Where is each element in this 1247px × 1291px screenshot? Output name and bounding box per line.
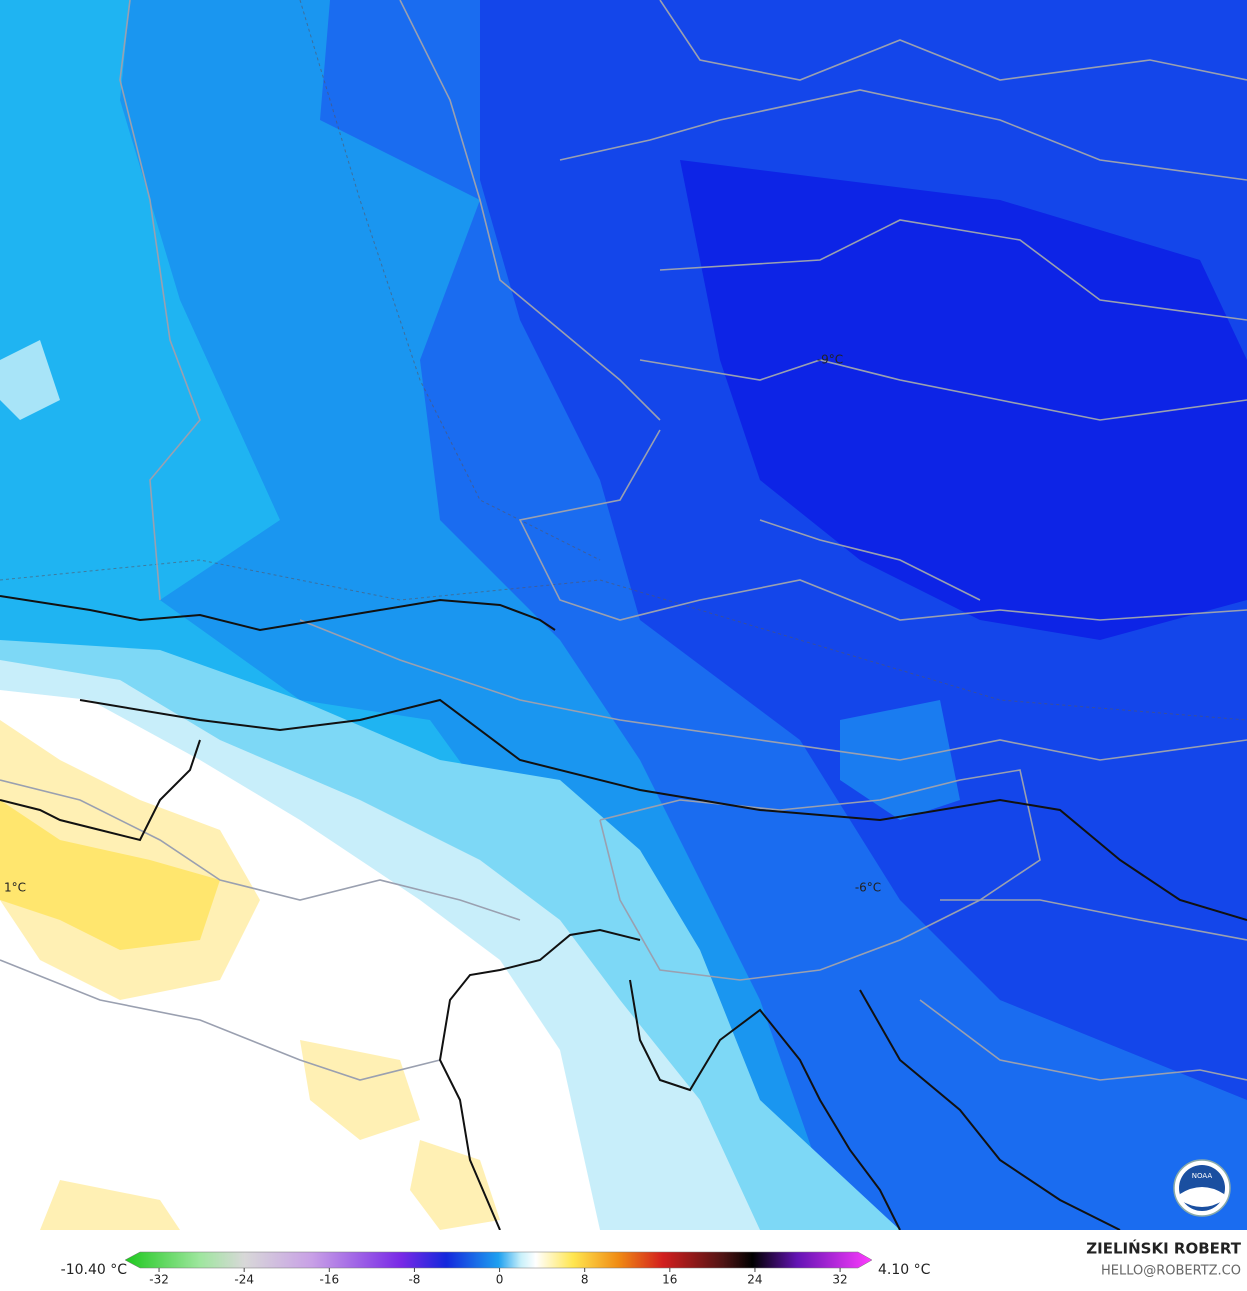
map: -9°C -6°C 1°C NOAA <box>0 0 1247 1230</box>
logo-text: NOAA <box>1192 1172 1213 1180</box>
colorbar-tick-label: 8 <box>581 1273 589 1287</box>
colorbar-tick-label: -32 <box>149 1273 169 1287</box>
colorbar-tick-label: 32 <box>832 1273 847 1287</box>
min-value: -10.40 °C <box>61 1262 128 1278</box>
colorbar-tick-label: -16 <box>320 1273 340 1287</box>
colorbar-tick-label: 0 <box>496 1273 504 1287</box>
colorbar <box>124 1251 873 1269</box>
colorbar-tick-label: 16 <box>662 1273 677 1287</box>
max-value: 4.10 °C <box>878 1262 931 1278</box>
colorbar-tick-label: -8 <box>408 1273 420 1287</box>
temperature-label: 1°C <box>4 881 26 895</box>
noaa-logo: NOAA <box>1173 1159 1231 1217</box>
temperature-label: -9°C <box>817 353 843 367</box>
email: HELLO@ROBERTZ.CO <box>1101 1264 1241 1279</box>
temperature-label: -6°C <box>855 881 881 895</box>
author: ZIELIŃSKI ROBERT <box>1086 1239 1241 1258</box>
colorbar-tick-label: -24 <box>234 1273 254 1287</box>
colorbar-tick-label: 24 <box>747 1273 762 1287</box>
